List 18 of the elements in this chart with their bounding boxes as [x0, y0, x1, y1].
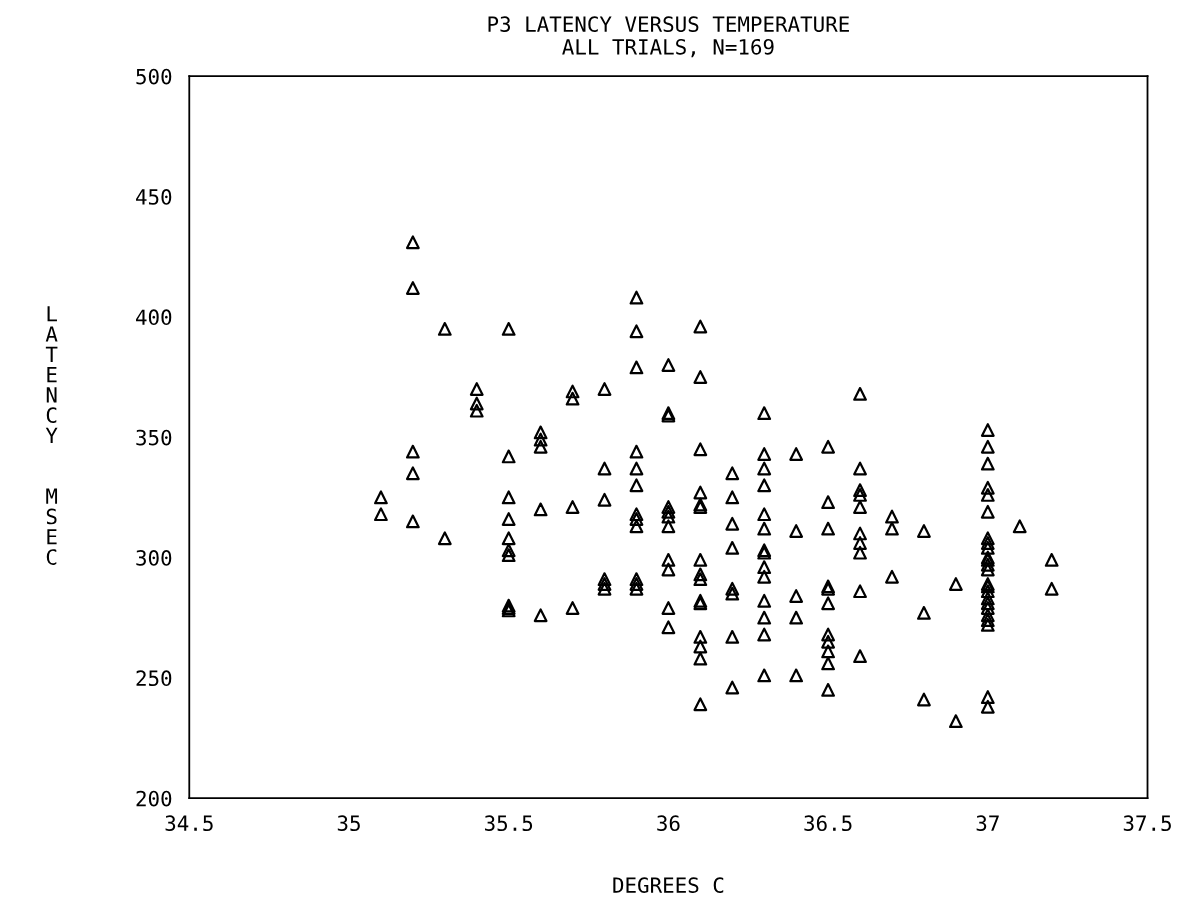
y-tick-label: 400 — [136, 309, 172, 326]
x-tick-label: 37 — [976, 815, 999, 832]
chart-title: P3 LATENCY VERSUS TEMPERATURE — [488, 16, 849, 33]
text: LATENCY MSEC — [45, 306, 58, 565]
y-tick-label: 450 — [136, 189, 172, 205]
x-tick-label: 37.5 — [1123, 815, 1171, 832]
x-tick-label: 34.5 — [165, 815, 213, 832]
y-tick-label: 500 — [136, 68, 172, 85]
x-axis-title: DEGREES C — [613, 877, 724, 893]
y-tick-label: 300 — [136, 550, 172, 566]
x-tick-label: 36.5 — [804, 815, 852, 832]
chart-subtitle: ALL TRIALS, N=169 — [562, 38, 774, 58]
y-tick-label: 350 — [136, 429, 172, 446]
x-tick-label: 36 — [657, 815, 680, 832]
x-tick-label: 35 — [337, 815, 360, 832]
x-tick-label: 35.5 — [485, 815, 533, 832]
y-tick-label: 200 — [136, 790, 172, 807]
y-tick-label: 250 — [136, 670, 172, 687]
